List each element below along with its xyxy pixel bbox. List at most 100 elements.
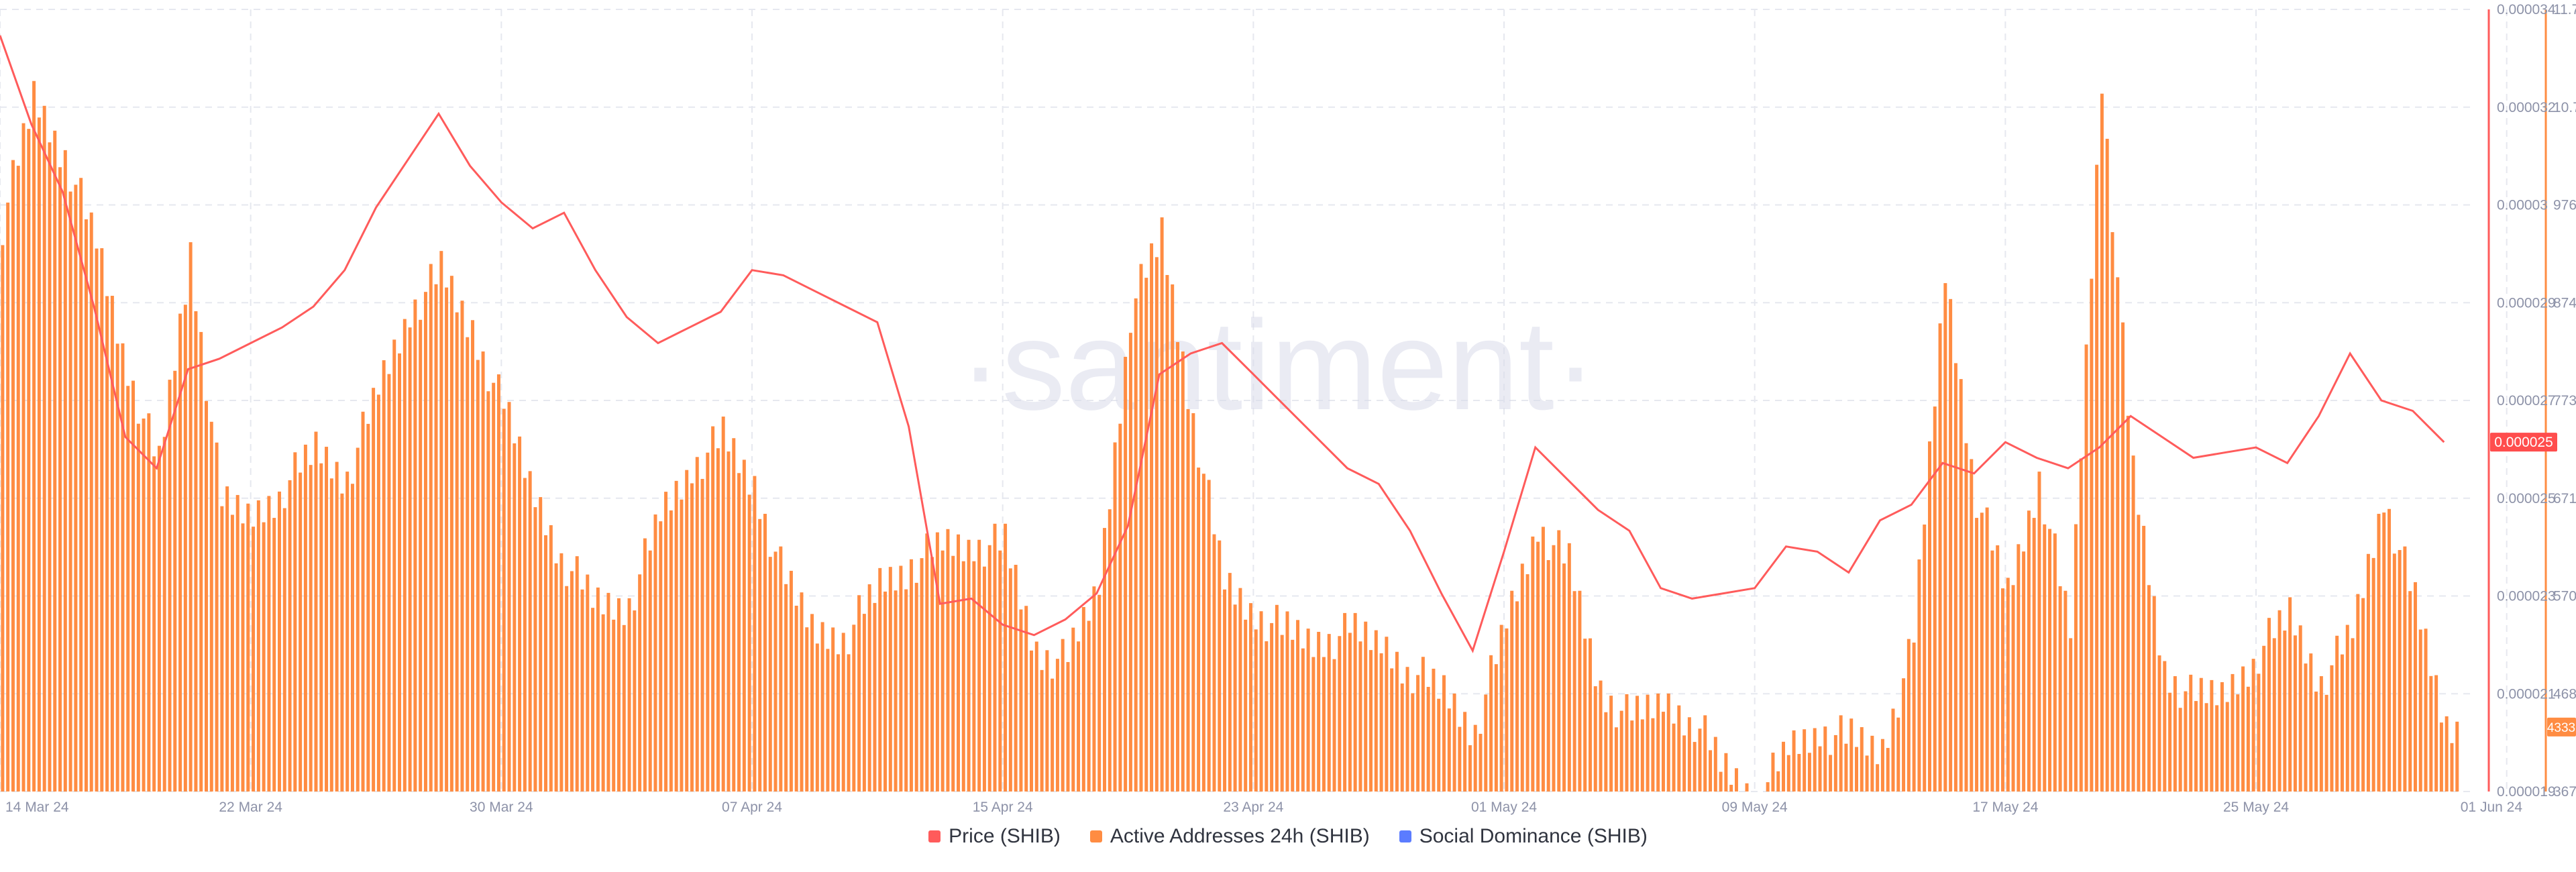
active-address-bar — [220, 506, 224, 792]
active-address-bar — [1285, 611, 1289, 792]
active-address-bar — [653, 514, 657, 792]
active-address-bar — [241, 523, 245, 792]
active-address-bar — [1270, 622, 1274, 792]
active-address-bar — [105, 296, 109, 792]
active-address-bar — [2069, 638, 2073, 792]
active-address-bar — [518, 436, 522, 792]
legend-item-price[interactable]: Price (SHIB) — [928, 825, 1061, 848]
active-address-bar — [612, 619, 616, 792]
active-address-bar — [325, 447, 329, 792]
active-address-bar — [1233, 604, 1237, 792]
active-address-bar — [1687, 717, 1691, 792]
active-address-bar — [2398, 549, 2402, 792]
x-tick-label: 15 Apr 24 — [973, 800, 1033, 815]
active-address-bar — [2137, 514, 2141, 792]
active-address-bar — [2366, 553, 2370, 792]
active-address-bar — [1876, 764, 1880, 792]
active-address-bar — [1630, 720, 1634, 792]
active-address-bar — [1144, 278, 1148, 792]
active-address-bar — [1421, 657, 1425, 792]
active-address-bar — [1489, 655, 1493, 792]
active-address-bar — [773, 551, 777, 792]
price-tick-label: 0.000025 — [2497, 491, 2556, 506]
active-address-bar — [2048, 529, 2052, 792]
active-address-bar — [356, 447, 360, 792]
active-addresses-tick-label: 7732 — [2553, 393, 2576, 408]
active-address-bar — [810, 614, 814, 792]
active-address-bar — [2032, 518, 2036, 792]
active-address-bar — [131, 380, 136, 792]
active-address-bar — [366, 423, 370, 792]
active-address-bar — [1379, 653, 1383, 792]
price-tick-label: 0.000021 — [2497, 686, 2556, 702]
active-address-bar — [1452, 693, 1456, 792]
active-address-bar — [2345, 624, 2349, 792]
active-address-bar — [1536, 541, 1540, 792]
active-address-bar — [449, 276, 453, 792]
active-address-bar — [2189, 674, 2193, 792]
active-address-bar — [1411, 693, 1415, 792]
active-address-bar — [230, 514, 234, 792]
active-address-bar — [1693, 742, 1697, 792]
active-address-bar — [1071, 627, 1075, 792]
active-address-bar — [1244, 619, 1248, 792]
active-address-bar — [1181, 351, 1185, 792]
active-address-bar — [100, 248, 104, 792]
active-address-bar — [1113, 442, 1117, 792]
active-address-bar — [455, 312, 459, 792]
active-address-bar — [2210, 679, 2214, 792]
active-address-bar — [1880, 739, 1884, 792]
active-address-bar — [387, 374, 391, 792]
active-address-bar — [481, 351, 485, 792]
legend-item-social-dominance[interactable]: Social Dominance (SHIB) — [1399, 825, 1648, 848]
active-address-bar — [2371, 557, 2375, 792]
price-tick-label: 0.000027 — [2497, 393, 2556, 408]
active-address-bar — [1797, 753, 1801, 792]
active-address-bar — [695, 457, 699, 792]
active-address-bar — [1990, 550, 1994, 792]
active-address-bar — [700, 478, 704, 792]
active-address-bar — [136, 423, 140, 792]
active-address-bar — [951, 555, 955, 792]
active-address-bar — [21, 123, 25, 792]
price-tick-label: 0.000023 — [2497, 589, 2556, 604]
active-address-bar — [1280, 635, 1284, 792]
active-address-bar — [466, 337, 470, 792]
active-address-bar — [1724, 753, 1728, 792]
active-address-bar — [1291, 639, 1295, 792]
active-address-bar — [1646, 694, 1650, 792]
active-address-bar — [1583, 639, 1587, 792]
active-address-bar — [732, 438, 736, 792]
active-address-bar — [68, 191, 72, 792]
active-address-bar — [659, 521, 663, 792]
active-address-bar — [1578, 590, 1582, 792]
active-address-bar — [596, 587, 600, 792]
active-address-bar — [402, 319, 407, 792]
active-address-bar — [1014, 565, 1018, 792]
legend-item-active-addresses[interactable]: Active Addresses 24h (SHIB) — [1089, 825, 1370, 848]
price-line — [0, 35, 2445, 653]
active-address-bar — [2246, 686, 2250, 792]
active-address-bar — [309, 465, 313, 792]
active-address-bar — [1771, 753, 1775, 792]
active-address-bar — [1891, 708, 1895, 792]
active-address-bar — [539, 497, 543, 792]
x-axis-ticks: 14 Mar 24 22 Mar 24 30 Mar 24 07 Apr 24 15 A… — [5, 800, 2522, 815]
active-address-bar — [502, 408, 506, 792]
active-address-bar — [622, 624, 626, 792]
active-address-bar — [1008, 568, 1012, 792]
active-address-bar — [2027, 510, 2031, 792]
active-address-bar — [638, 574, 642, 792]
active-address-bar — [1024, 606, 1028, 792]
active-address-bar — [1546, 559, 1550, 792]
legend-label-price: Price (SHIB) — [949, 825, 1061, 847]
active-address-bar — [2053, 533, 2057, 792]
active-address-bar — [935, 532, 939, 792]
active-address-bar — [1197, 468, 1201, 792]
active-address-bar — [2455, 721, 2459, 792]
grid-layer — [0, 9, 2508, 792]
active-address-bar — [1996, 545, 2000, 792]
active-address-bar — [2408, 591, 2412, 792]
active-address-bar — [152, 456, 156, 792]
